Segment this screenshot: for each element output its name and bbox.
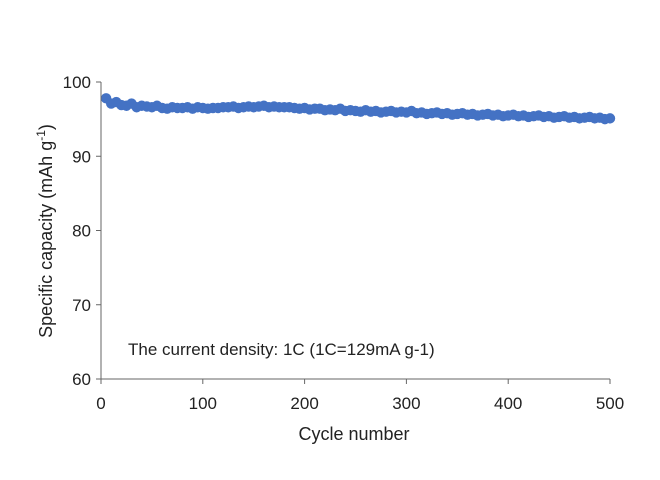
y-axis-ticks (96, 81, 101, 380)
x-tick-label-100: 100 (189, 394, 217, 413)
y-tick-label-80: 80 (72, 222, 91, 241)
y-tick-label-70: 70 (72, 296, 91, 315)
x-tick-label-300: 300 (392, 394, 420, 413)
x-tick-label-500: 500 (596, 394, 624, 413)
y-tick-label-100: 100 (63, 73, 91, 92)
current-density-annotation: The current density: 1C (1C=129mA g-1) (128, 340, 435, 359)
y-axis-title-main: Specific capacity (mAh g (36, 141, 56, 338)
x-axis-ticks (100, 379, 611, 384)
x-tick-label-200: 200 (290, 394, 318, 413)
y-axis-tick-labels: 60 70 80 90 100 (63, 73, 91, 389)
y-axis-title: Specific capacity (mAh g-1) (34, 124, 56, 338)
y-tick-label-60: 60 (72, 370, 91, 389)
data-points (100, 93, 616, 125)
data-point (604, 113, 616, 124)
x-axis-tick-labels: 0 100 200 300 400 500 (96, 394, 624, 413)
x-tick-label-0: 0 (96, 394, 105, 413)
y-tick-label-90: 90 (72, 147, 91, 166)
x-axis-title: Cycle number (298, 424, 409, 444)
x-tick-label-400: 400 (494, 394, 522, 413)
y-axis-title-close: ) (36, 124, 56, 130)
y-axis-title-superscript: -1 (34, 130, 48, 141)
